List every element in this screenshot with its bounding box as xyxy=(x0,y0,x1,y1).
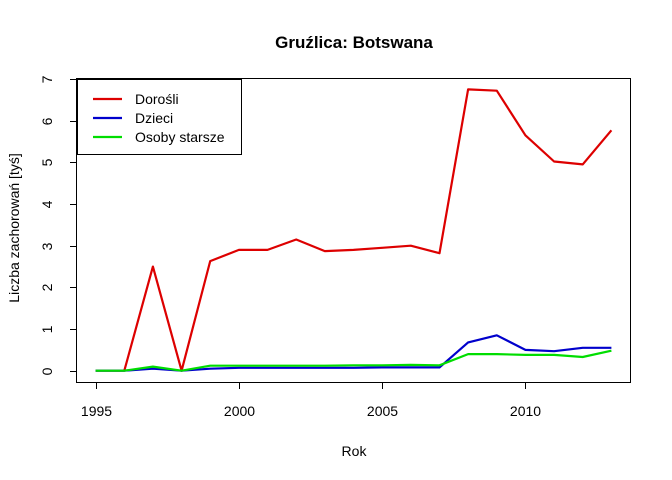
y-tick-label: 4 xyxy=(39,200,55,208)
x-tick-label: 1995 xyxy=(81,403,112,419)
y-tick-label: 0 xyxy=(39,367,55,375)
x-axis-label: Rok xyxy=(342,443,368,459)
y-tick-label: 1 xyxy=(39,325,55,333)
x-tick-label: 2000 xyxy=(224,403,255,419)
x-tick-label: 2005 xyxy=(367,403,398,419)
legend: Dorośli Dzieci Osoby starsze xyxy=(77,79,242,155)
x-axis: 1995 2000 2005 2010 xyxy=(81,382,541,419)
legend-label-3: Osoby starsze xyxy=(135,129,225,145)
series-layer xyxy=(95,88,613,372)
y-tick-label: 3 xyxy=(39,242,55,250)
y-axis-label: Liczba zachorowań [tyś] xyxy=(6,153,22,302)
y-tick-label: 7 xyxy=(39,75,55,83)
x-tick-label: 2010 xyxy=(510,403,541,419)
legend-label-1: Dorośli xyxy=(135,91,179,107)
y-tick-label: 5 xyxy=(39,158,55,166)
chart-title: Gruźlica: Botswana xyxy=(275,33,433,52)
y-tick-label: 6 xyxy=(39,117,55,125)
y-axis: 0 1 2 3 4 5 6 7 xyxy=(39,75,77,375)
legend-label-2: Dzieci xyxy=(135,110,173,126)
y-tick-label: 2 xyxy=(39,283,55,291)
series-line-3 xyxy=(95,349,612,372)
